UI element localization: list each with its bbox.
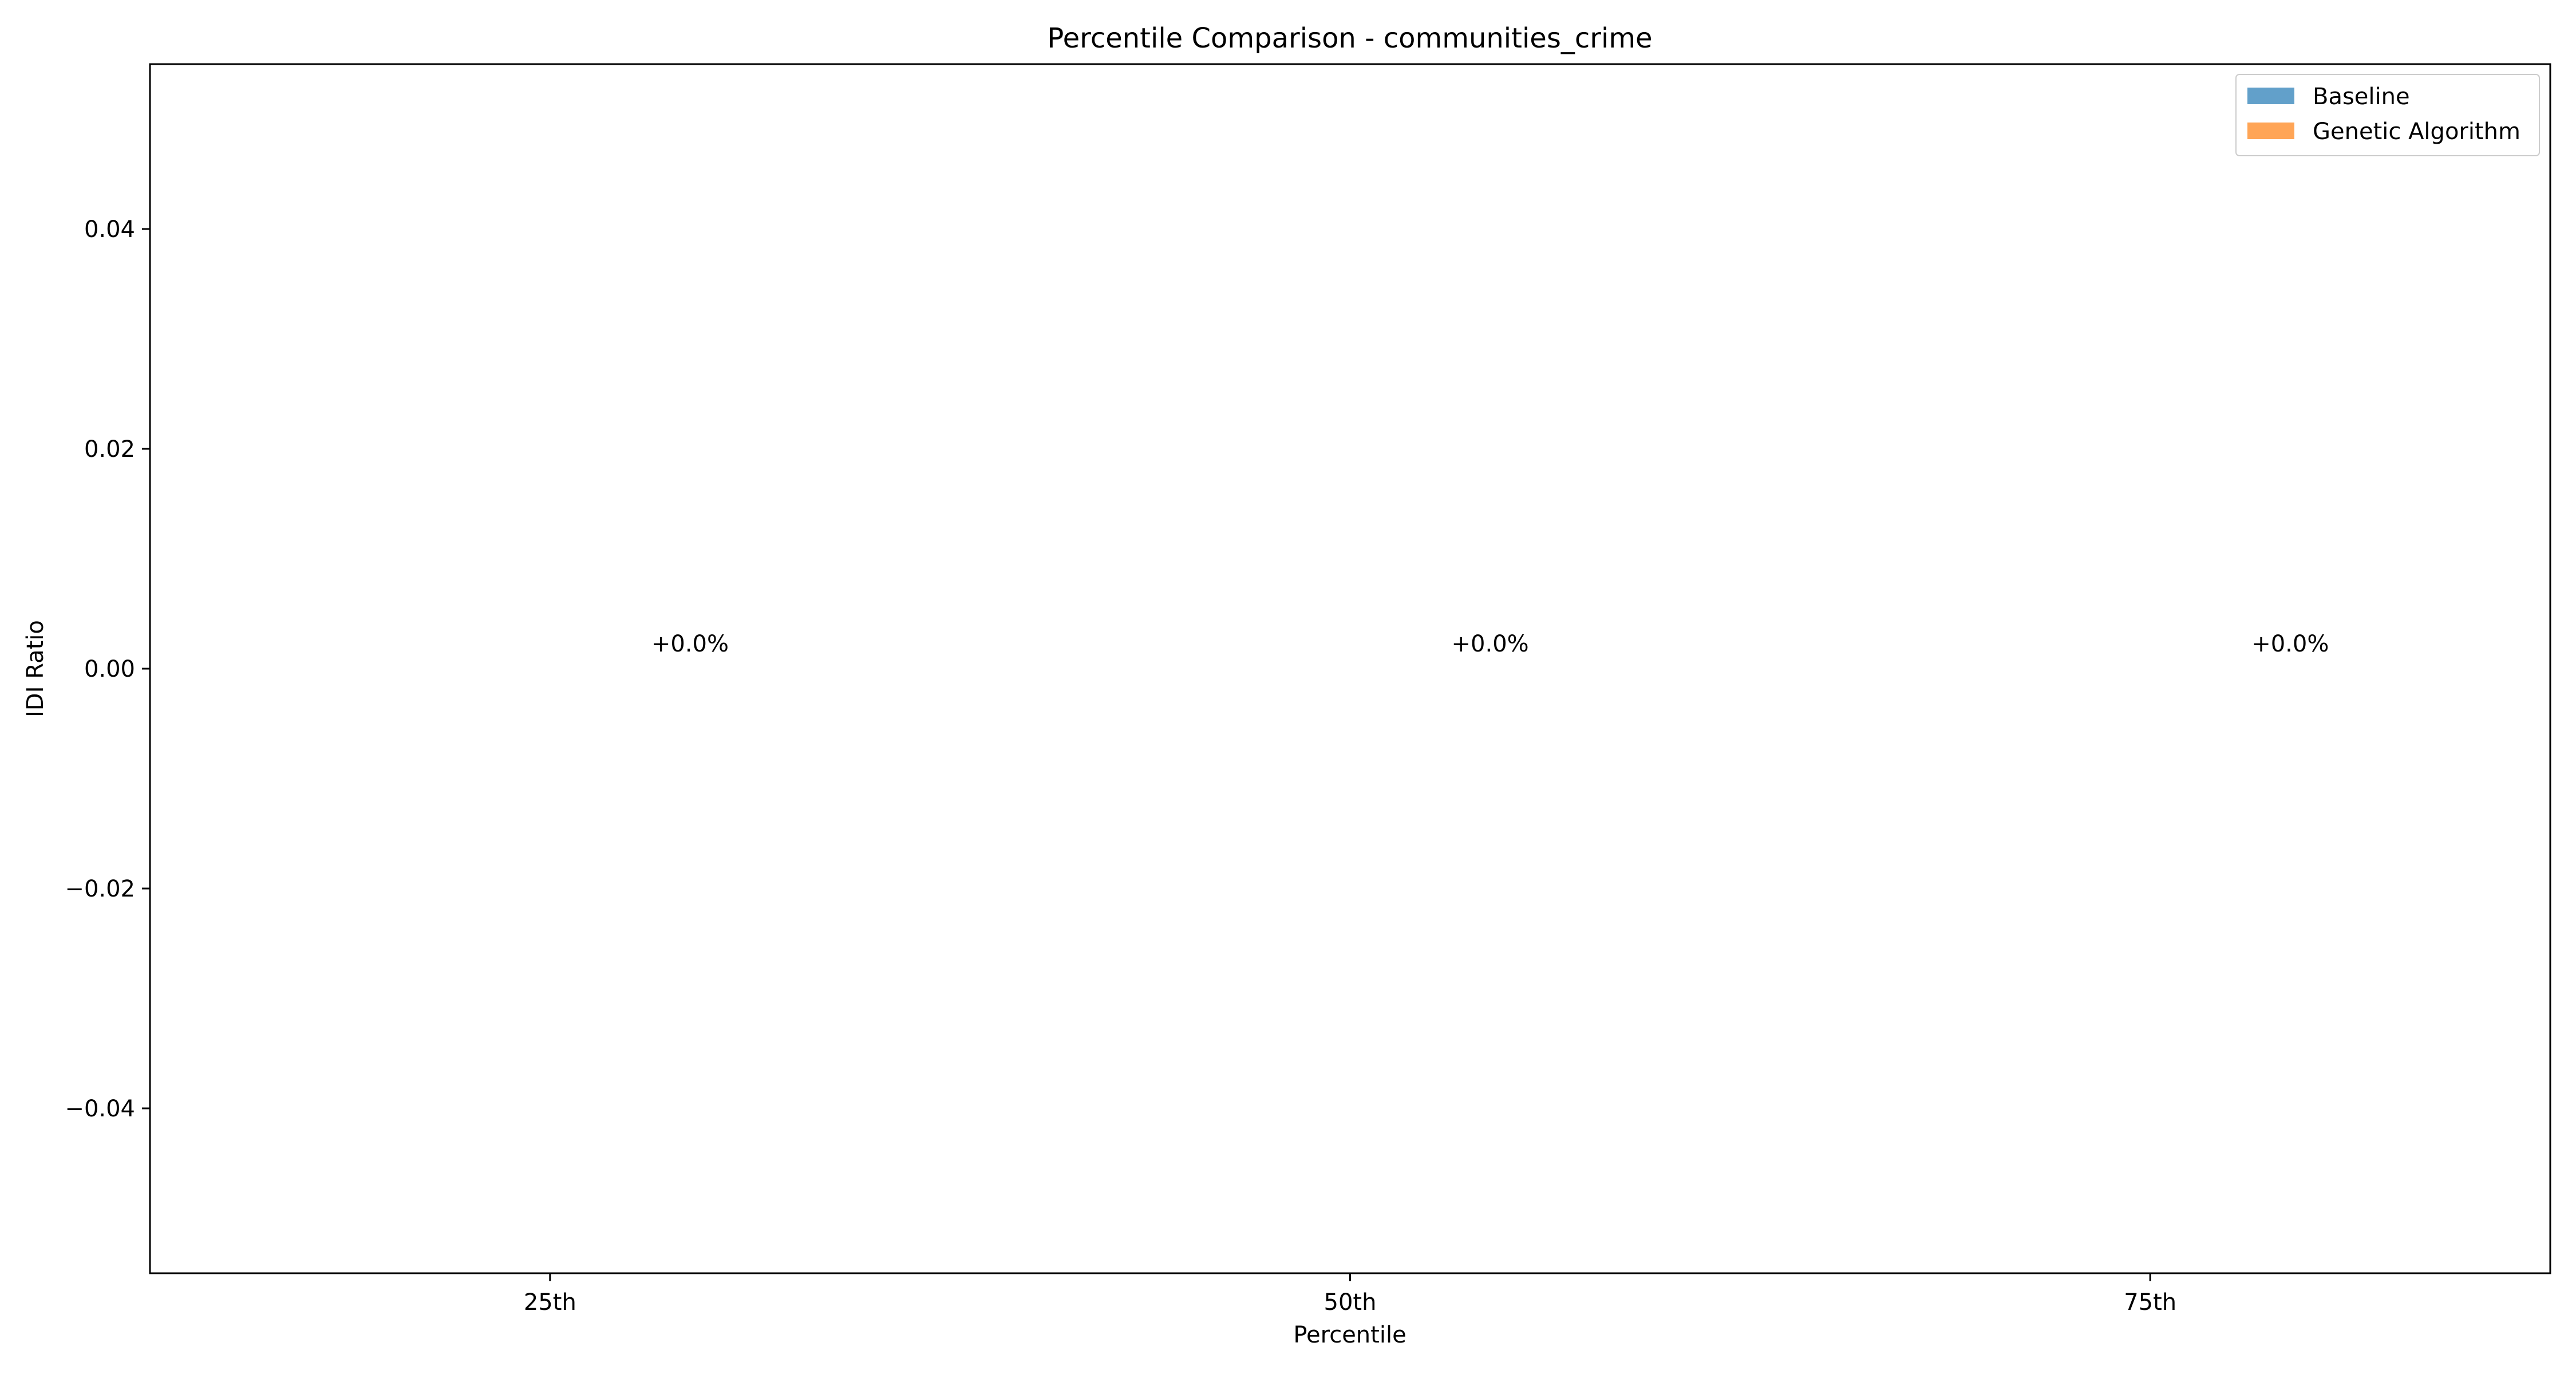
legend: Baseline Genetic Algorithm xyxy=(2235,74,2540,156)
bar-annotations: +0.0% +0.0% +0.0% xyxy=(651,631,2329,657)
y-tick-label: 0.02 xyxy=(84,436,135,463)
legend-swatch-genetic-algorithm xyxy=(2247,123,2294,139)
improvement-annotation-50th: +0.0% xyxy=(1452,631,1529,657)
x-tick-label-75th: 75th xyxy=(2124,1289,2176,1316)
x-tick-label-50th: 50th xyxy=(1324,1289,1377,1316)
legend-box xyxy=(2235,74,2540,156)
y-tick-label: −0.02 xyxy=(65,876,135,902)
y-axis: −0.04 −0.02 0.00 0.02 0.04 xyxy=(65,216,150,1122)
legend-label-genetic-algorithm: Genetic Algorithm xyxy=(2313,119,2520,145)
y-tick-label: −0.04 xyxy=(65,1096,135,1122)
legend-swatch-baseline xyxy=(2247,88,2294,104)
x-axis: 25th 50th 75th xyxy=(524,1273,2176,1316)
improvement-annotation-25th: +0.0% xyxy=(651,631,729,657)
x-tick-label-25th: 25th xyxy=(524,1289,576,1316)
legend-label-baseline: Baseline xyxy=(2313,84,2410,110)
y-tick-label: 0.00 xyxy=(84,656,135,682)
improvement-annotation-75th: +0.0% xyxy=(2251,631,2329,657)
y-tick-label: 0.04 xyxy=(84,216,135,243)
chart-title: Percentile Comparison - communities_crim… xyxy=(1047,22,1652,54)
x-axis-label: Percentile xyxy=(1293,1322,1406,1348)
y-axis-label: IDI Ratio xyxy=(22,620,49,717)
